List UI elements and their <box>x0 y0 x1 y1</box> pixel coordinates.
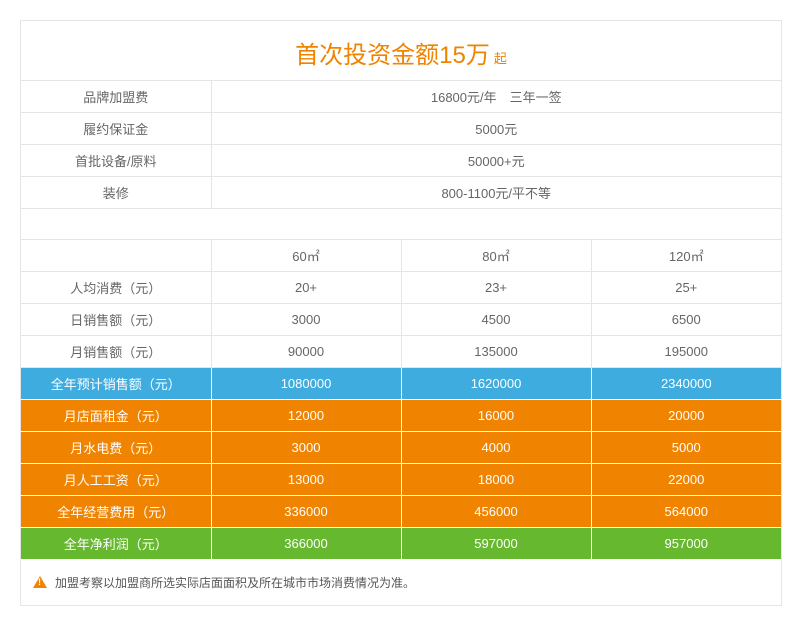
cell-value: 4000 <box>401 432 591 464</box>
table-row: 全年经营费用（元）336000456000564000 <box>21 496 781 528</box>
row-label: 品牌加盟费 <box>21 81 211 113</box>
cell-value: 20000 <box>591 400 781 432</box>
row-label: 月人工工资（元） <box>21 464 211 496</box>
row-label: 全年经营费用（元） <box>21 496 211 528</box>
cell-value: 4500 <box>401 304 591 336</box>
row-label: 月销售额（元） <box>21 336 211 368</box>
size-header-row: 60㎡80㎡120㎡ <box>21 240 781 272</box>
cell-value: 366000 <box>211 528 401 560</box>
cell-value: 90000 <box>211 336 401 368</box>
row-label: 装修 <box>21 177 211 209</box>
investment-table-container: 首次投资金额15万起 品牌加盟费16800元/年 三年一签履约保证金5000元首… <box>20 20 782 606</box>
table-row: 全年净利润（元）366000597000957000 <box>21 528 781 560</box>
table-row: 首批设备/原料50000+元 <box>21 145 781 177</box>
footer-note: 加盟考察以加盟商所选实际店面面积及所在城市市场消费情况为准。 <box>21 560 781 605</box>
cell-value: 20+ <box>211 272 401 304</box>
table-row: 人均消费（元）20+23+25+ <box>21 272 781 304</box>
cell-value: 2340000 <box>591 368 781 400</box>
title-suffix: 起 <box>494 51 507 66</box>
column-header: 80㎡ <box>401 240 591 272</box>
cell-value: 336000 <box>211 496 401 528</box>
table-row: 日销售额（元）300045006500 <box>21 304 781 336</box>
investment-table: 品牌加盟费16800元/年 三年一签履约保证金5000元首批设备/原料50000… <box>21 81 781 560</box>
table-row: 履约保证金5000元 <box>21 113 781 145</box>
cell-value: 1080000 <box>211 368 401 400</box>
row-value: 16800元/年 三年一签 <box>211 81 781 113</box>
table-row: 月人工工资（元）130001800022000 <box>21 464 781 496</box>
row-value: 50000+元 <box>211 145 781 177</box>
cell-value: 13000 <box>211 464 401 496</box>
row-label: 日销售额（元） <box>21 304 211 336</box>
cell-value: 16000 <box>401 400 591 432</box>
table-row: 品牌加盟费16800元/年 三年一签 <box>21 81 781 113</box>
table-row: 月店面租金（元）120001600020000 <box>21 400 781 432</box>
table-row: 装修800-1100元/平不等 <box>21 177 781 209</box>
cell-value: 195000 <box>591 336 781 368</box>
cell-value: 25+ <box>591 272 781 304</box>
row-label: 履约保证金 <box>21 113 211 145</box>
page-title: 首次投资金额15万起 <box>21 21 781 81</box>
footer-text: 加盟考察以加盟商所选实际店面面积及所在城市市场消费情况为准。 <box>55 576 415 590</box>
cell-value: 18000 <box>401 464 591 496</box>
warning-icon <box>33 576 47 588</box>
cell-value: 6500 <box>591 304 781 336</box>
row-value: 5000元 <box>211 113 781 145</box>
cell-value: 135000 <box>401 336 591 368</box>
row-label: 月水电费（元） <box>21 432 211 464</box>
cell-value: 564000 <box>591 496 781 528</box>
cell-value: 3000 <box>211 432 401 464</box>
table-row: 月水电费（元）300040005000 <box>21 432 781 464</box>
cell-value: 12000 <box>211 400 401 432</box>
title-main: 首次投资金额15万 <box>295 42 490 69</box>
cell-value: 456000 <box>401 496 591 528</box>
row-label: 人均消费（元） <box>21 272 211 304</box>
row-label: 月店面租金（元） <box>21 400 211 432</box>
column-header: 60㎡ <box>211 240 401 272</box>
cell-value: 23+ <box>401 272 591 304</box>
cell-value: 5000 <box>591 432 781 464</box>
cell-value: 22000 <box>591 464 781 496</box>
cell-value: 3000 <box>211 304 401 336</box>
table-row: 全年预计销售额（元）108000016200002340000 <box>21 368 781 400</box>
table-row: 月销售额（元）90000135000195000 <box>21 336 781 368</box>
cell-value: 597000 <box>401 528 591 560</box>
cell-value: 957000 <box>591 528 781 560</box>
spacer-row <box>21 209 781 240</box>
column-header: 120㎡ <box>591 240 781 272</box>
row-label: 全年净利润（元） <box>21 528 211 560</box>
cell-value: 1620000 <box>401 368 591 400</box>
row-value: 800-1100元/平不等 <box>211 177 781 209</box>
row-label: 全年预计销售额（元） <box>21 368 211 400</box>
row-label: 首批设备/原料 <box>21 145 211 177</box>
